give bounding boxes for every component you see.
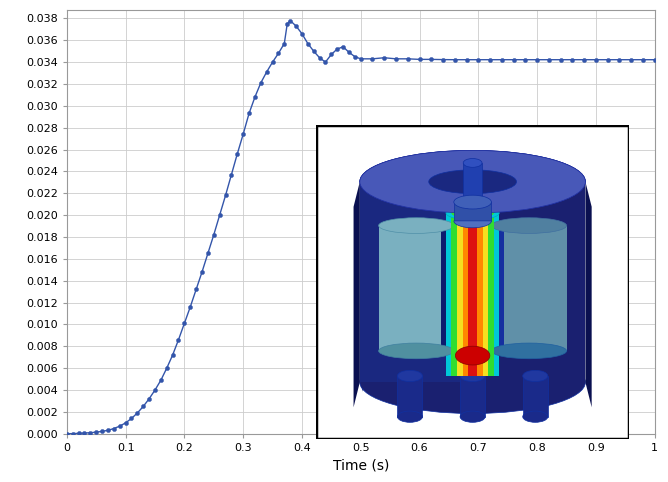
Ellipse shape [452,207,494,219]
Ellipse shape [397,411,422,422]
Bar [446,213,499,376]
Ellipse shape [379,343,454,359]
Bar [492,226,566,351]
FancyBboxPatch shape [316,125,629,439]
Ellipse shape [360,351,585,414]
Ellipse shape [460,216,486,226]
Polygon shape [360,182,473,382]
Ellipse shape [523,370,548,382]
Ellipse shape [379,218,454,233]
Bar [454,202,492,221]
Polygon shape [473,182,585,382]
Ellipse shape [454,195,492,209]
Bar [463,163,482,219]
Bar [379,226,454,351]
X-axis label: Time (s): Time (s) [333,458,389,472]
Ellipse shape [460,370,485,382]
Bar [462,213,483,376]
Ellipse shape [457,209,488,217]
Ellipse shape [492,218,566,233]
Bar [485,226,504,351]
Ellipse shape [456,346,490,365]
Bar [454,202,492,221]
Ellipse shape [460,411,485,422]
Ellipse shape [397,370,422,382]
Ellipse shape [462,211,483,215]
Polygon shape [353,182,360,407]
Ellipse shape [492,343,566,359]
Bar [463,163,482,219]
Polygon shape [360,182,585,382]
Bar [460,376,485,416]
Ellipse shape [360,150,585,213]
Polygon shape [585,182,592,407]
Polygon shape [360,150,585,182]
Ellipse shape [429,170,516,194]
Ellipse shape [523,411,548,422]
Ellipse shape [446,206,499,220]
Polygon shape [454,221,492,228]
Ellipse shape [468,212,478,214]
Bar [397,376,422,416]
Ellipse shape [454,195,492,209]
Bar [442,226,460,351]
Ellipse shape [463,159,482,167]
Bar [468,213,478,376]
Bar [457,213,488,376]
Ellipse shape [463,159,482,167]
Ellipse shape [429,170,516,194]
Polygon shape [360,182,363,391]
Bar [452,213,494,376]
Ellipse shape [360,150,585,213]
Bar [523,376,548,416]
